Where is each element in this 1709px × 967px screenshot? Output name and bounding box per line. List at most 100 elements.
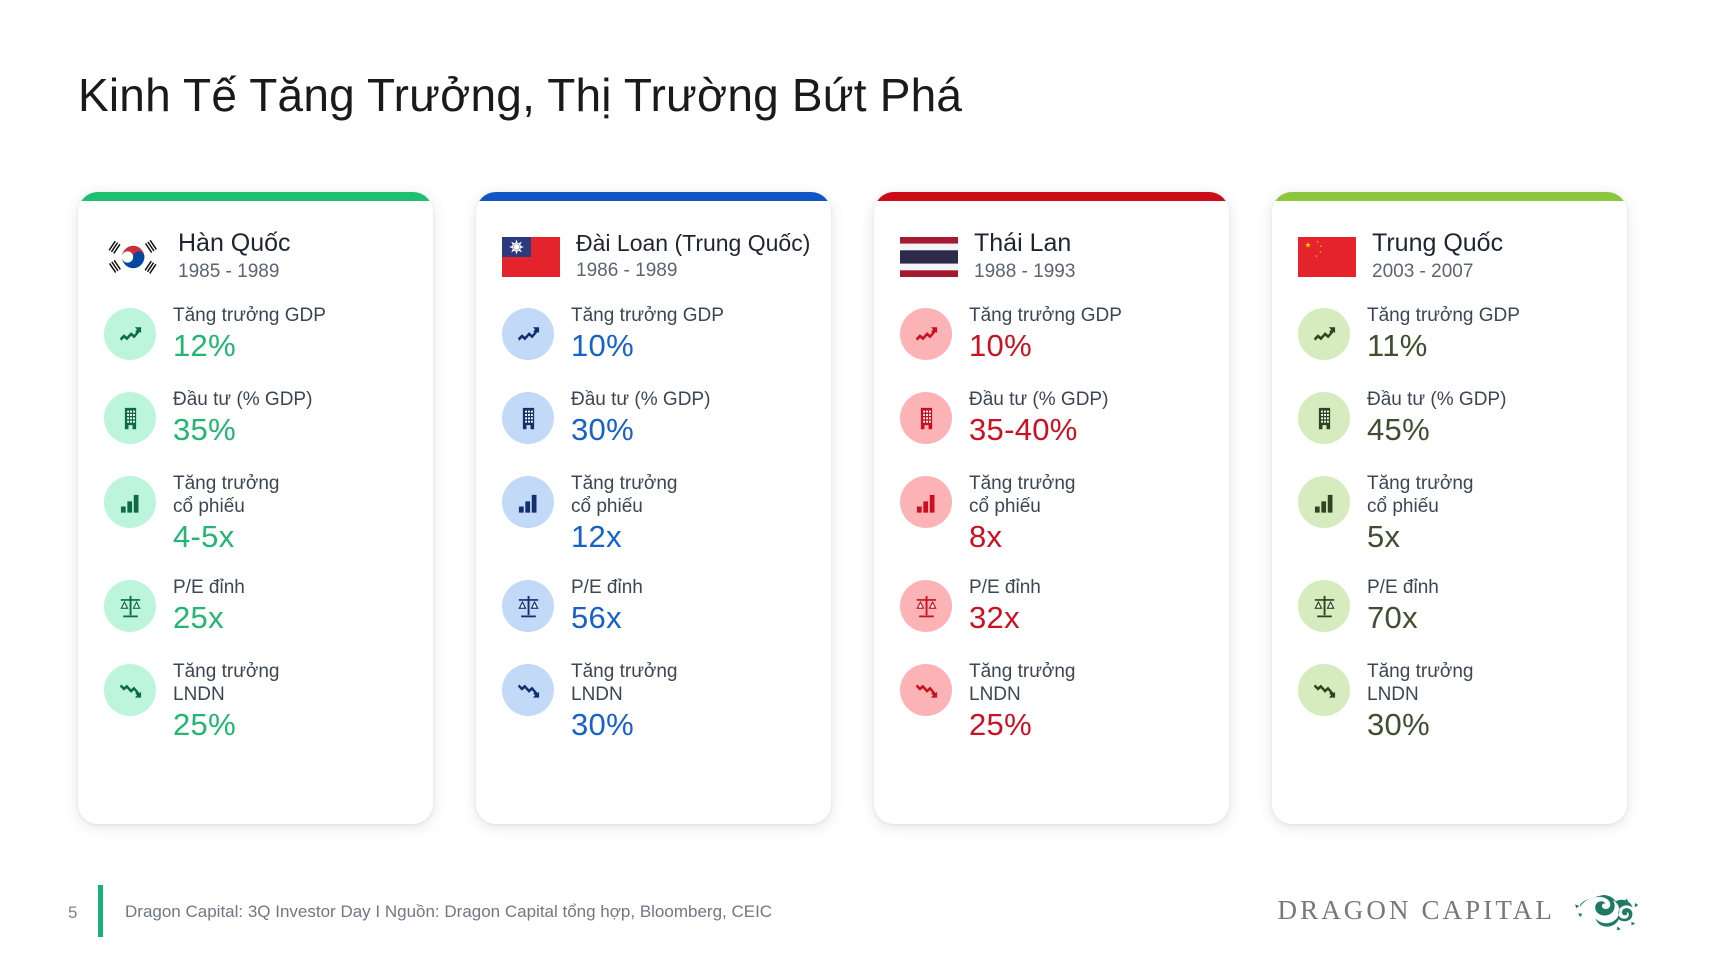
metric-icon-circle: [502, 664, 554, 716]
country-period: 1985 - 1989: [178, 261, 280, 283]
card-header-text: Trung Quốc 2003 - 2007: [1372, 229, 1503, 284]
metric-row: Tăng trưởng LNDN 25%: [900, 658, 1203, 744]
metric-row: P/E đỉnh 56x: [502, 574, 805, 640]
metric-value: 5x: [1367, 519, 1401, 555]
metric-icon-circle: [900, 664, 952, 716]
metric-row: Tăng trưởng LNDN 30%: [502, 658, 805, 744]
country-flag: [1298, 237, 1356, 277]
metric-text: P/E đỉnh 56x: [571, 574, 643, 636]
metric-value: 10%: [969, 328, 1032, 364]
metric-icon-circle: [502, 580, 554, 632]
metric-value: 11%: [1367, 328, 1428, 364]
card-header-text: Đài Loan (Trung Quốc) 1986 - 1989: [576, 230, 810, 283]
bar-chart-icon: [518, 494, 536, 513]
footer-divider-bar: [98, 885, 103, 937]
metric-label: Tăng trưởng cổ phiếu: [173, 473, 280, 518]
metric-text: P/E đỉnh 70x: [1367, 574, 1439, 636]
metric-icon-circle: [104, 580, 156, 632]
country-flag: [900, 237, 958, 277]
country-flag: [104, 237, 162, 277]
building-icon: [522, 407, 534, 429]
metric-text: Tăng trưởng cổ phiếu 8x: [969, 470, 1076, 555]
metric-label: Đầu tư (% GDP): [1367, 389, 1507, 410]
metric-value: 30%: [1367, 707, 1430, 743]
trend-up-icon: [915, 326, 937, 341]
scales-icon: [517, 595, 539, 617]
footer: 5 Dragon Capital: 3Q Investor Day I Nguồ…: [0, 875, 1709, 967]
building-icon: [1318, 407, 1330, 429]
metric-value: 35%: [173, 412, 236, 448]
metric-text: Tăng trưởng cổ phiếu 4-5x: [173, 470, 280, 555]
card-header: Thái Lan 1988 - 1993: [900, 226, 1203, 288]
metric-row: Tăng trưởng cổ phiếu 5x: [1298, 470, 1601, 556]
metric-text: Tăng trưởng LNDN 25%: [173, 658, 280, 743]
metric-text: Tăng trưởng cổ phiếu 5x: [1367, 470, 1474, 555]
card-header-text: Hàn Quốc 1985 - 1989: [178, 229, 291, 284]
metric-label: Tăng trưởng GDP: [1367, 305, 1520, 326]
metrics-list: Tăng trưởng GDP 12% Đầu tư (% GDP) 35% Tăng …: [104, 302, 407, 744]
metric-value: 10%: [571, 328, 634, 364]
metric-icon-circle: [502, 392, 554, 444]
metric-label: Đầu tư (% GDP): [571, 389, 711, 410]
country-card-korea[interactable]: Hàn Quốc 1985 - 1989 Tăng trưởng GDP 12% Đầu…: [78, 192, 433, 824]
card-accent-bar: [476, 192, 831, 201]
metric-value: 45%: [1367, 412, 1430, 448]
metric-text: Tăng trưởng GDP 12%: [173, 302, 326, 364]
metric-label: P/E đỉnh: [1367, 577, 1439, 598]
metric-icon-circle: [900, 580, 952, 632]
metric-value: 25x: [173, 600, 224, 636]
metric-text: Đầu tư (% GDP) 45%: [1367, 386, 1506, 448]
trend-up-icon: [517, 326, 539, 341]
trend-down-icon: [1313, 683, 1335, 698]
card-accent-bar: [874, 192, 1229, 201]
country-period: 2003 - 2007: [1372, 261, 1474, 283]
scales-icon: [119, 595, 141, 617]
metric-text: Tăng trưởng cổ phiếu 12x: [571, 470, 678, 555]
country-card-thailand[interactable]: Thái Lan 1988 - 1993 Tăng trưởng GDP 10% Đầu…: [874, 192, 1229, 824]
metric-text: Tăng trưởng GDP 11%: [1367, 302, 1520, 364]
metric-value: 35-40%: [969, 412, 1078, 448]
country-card-china[interactable]: Trung Quốc 2003 - 2007 Tăng trưởng GDP 11% Đ…: [1272, 192, 1627, 824]
bar-chart-icon: [1314, 494, 1332, 513]
metric-label: P/E đỉnh: [571, 577, 643, 598]
card-header: Hàn Quốc 1985 - 1989: [104, 226, 407, 288]
building-icon: [920, 407, 932, 429]
country-name: Thái Lan: [974, 229, 1072, 258]
footer-source-text: Dragon Capital: 3Q Investor Day I Nguồn:…: [125, 902, 773, 921]
metric-label: Tăng trưởng cổ phiếu: [969, 473, 1076, 518]
metric-text: Tăng trưởng LNDN 30%: [1367, 658, 1474, 743]
metric-label: Tăng trưởng GDP: [969, 305, 1122, 326]
south-korea-flag: [104, 237, 162, 277]
metric-text: Đầu tư (% GDP) 35%: [173, 386, 312, 448]
metric-row: Tăng trưởng LNDN 25%: [104, 658, 407, 744]
metric-label: Đầu tư (% GDP): [173, 389, 313, 410]
metric-icon-circle: [104, 308, 156, 360]
metric-value: 12x: [571, 519, 622, 555]
trend-down-icon: [915, 683, 937, 698]
metric-icon-circle: [900, 392, 952, 444]
metric-row: Tăng trưởng GDP 10%: [502, 302, 805, 368]
dragon-capital-logo: DRAGON CAPITAL: [1278, 887, 1648, 933]
metric-label: Tăng trưởng LNDN: [173, 661, 280, 706]
metrics-list: Tăng trưởng GDP 10% Đầu tư (% GDP) 30% Tăng …: [502, 302, 805, 744]
country-flag: [502, 237, 560, 277]
country-card-taiwan[interactable]: Đài Loan (Trung Quốc) 1986 - 1989 Tăng trư…: [476, 192, 831, 824]
metric-icon-circle: [1298, 664, 1350, 716]
metric-label: Tăng trưởng LNDN: [571, 661, 678, 706]
metric-label: Tăng trưởng cổ phiếu: [571, 473, 678, 518]
metric-row: Đầu tư (% GDP) 35%: [104, 386, 407, 452]
metric-text: Đầu tư (% GDP) 35-40%: [969, 386, 1108, 448]
bar-chart-icon: [916, 494, 934, 513]
metric-value: 30%: [571, 412, 634, 448]
metric-row: Tăng trưởng LNDN 30%: [1298, 658, 1601, 744]
country-period: 1988 - 1993: [974, 261, 1076, 283]
trend-up-icon: [1313, 326, 1335, 341]
country-name: Trung Quốc: [1372, 229, 1504, 258]
metric-text: Đầu tư (% GDP) 30%: [571, 386, 710, 448]
metric-row: P/E đỉnh 70x: [1298, 574, 1601, 640]
metric-label: Tăng trưởng LNDN: [1367, 661, 1474, 706]
country-name: Đài Loan (Trung Quốc): [576, 230, 811, 257]
metric-value: 25%: [173, 707, 236, 743]
page-number: 5: [68, 903, 78, 922]
